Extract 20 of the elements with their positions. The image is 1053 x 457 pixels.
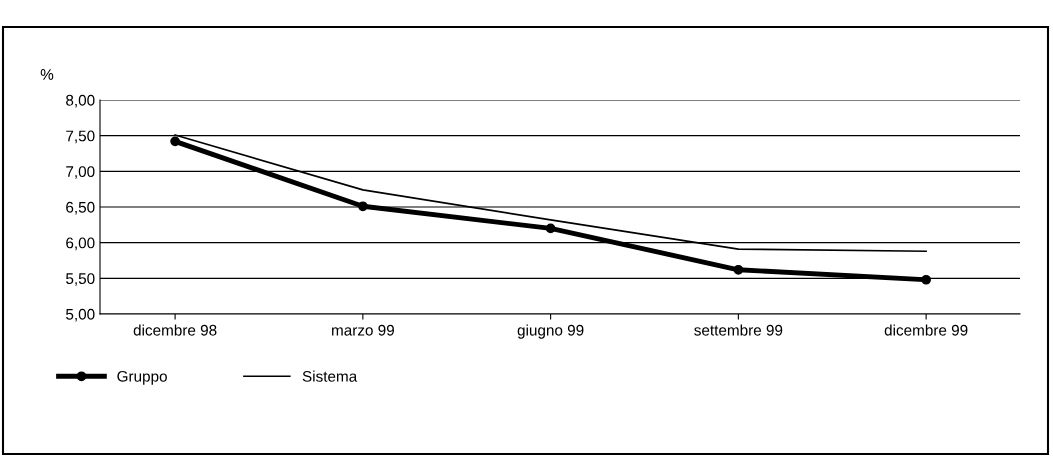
point [733, 264, 744, 275]
point [545, 223, 556, 234]
legend-label: Sistema [302, 370, 358, 382]
y-tick-label: 5,00 [66, 308, 95, 322]
y-tick-label: 6,00 [66, 237, 95, 251]
y-tick-label: 5,50 [66, 273, 95, 286]
x-tick-label: dicembre 99 [884, 324, 968, 336]
x-tick-label: giugno 99 [517, 324, 584, 339]
x-tick-label: marzo 99 [332, 324, 394, 336]
x-tick-label: dicembre 98 [133, 324, 217, 336]
point [921, 274, 931, 285]
y-tick-label: 7,00 [66, 166, 95, 179]
x-tick-label: settembre 99 [694, 324, 783, 336]
y-tick-label: 6,50 [66, 201, 95, 215]
y-axis-title: % [40, 69, 54, 80]
y-tick-label: 7,50 [66, 130, 95, 144]
y-tick-label: 8,00 [66, 94, 95, 108]
point [170, 136, 180, 147]
point [357, 201, 368, 212]
legend-label: Gruppo [117, 370, 167, 385]
